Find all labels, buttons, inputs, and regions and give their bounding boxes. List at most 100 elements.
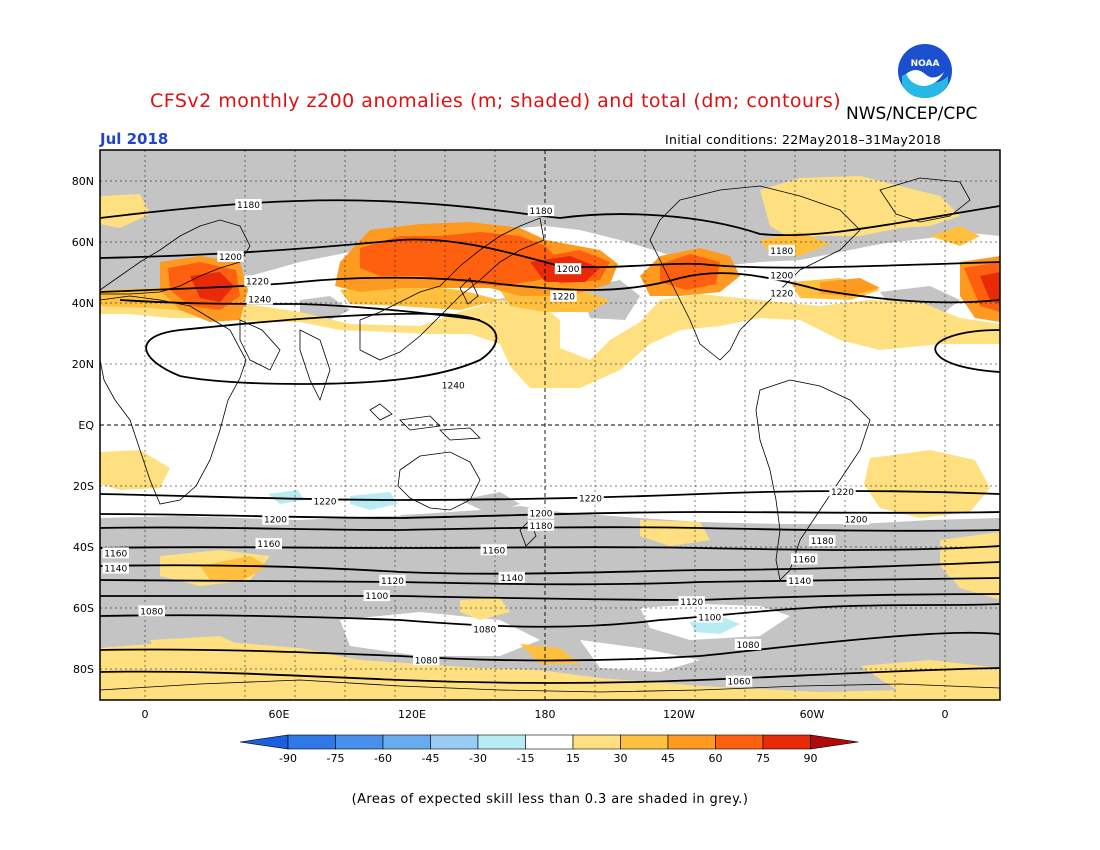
initial-conditions: Initial conditions: 22May2018–31May2018 xyxy=(665,132,942,147)
colorbar-swatch xyxy=(762,734,811,750)
colorbar-arrow-low xyxy=(239,734,289,750)
contour-label-text: 1200 xyxy=(219,253,242,263)
contour-label: 1180 xyxy=(527,519,555,532)
colorbar-label: -45 xyxy=(422,752,440,765)
contour-label: 1240 xyxy=(246,293,273,306)
contour-label-text: 1180 xyxy=(530,522,553,532)
latitude-axis: 80N 60N 40N 20N EQ 20S 40S 60S 80S xyxy=(72,175,95,676)
contour-label-text: 1180 xyxy=(530,207,553,217)
contour-label: 1140 xyxy=(786,574,813,587)
colorbar-swatch xyxy=(715,734,764,750)
contour-label-text: 1240 xyxy=(442,381,465,391)
contour-label-text: 1220 xyxy=(314,497,337,507)
contour-label-text: 1140 xyxy=(500,574,523,584)
colorbar-swatch xyxy=(382,734,431,750)
contour-label: 1180 xyxy=(768,244,795,257)
contour-label: 1060 xyxy=(725,675,753,688)
contour-label-text: 1180 xyxy=(770,247,793,257)
contour-label: 1160 xyxy=(791,553,818,565)
contour-label-text: 1080 xyxy=(415,656,438,666)
colorbar-swatch xyxy=(430,734,479,750)
longitude-axis: 0 60E 120E 180 120W 60W 0 xyxy=(142,708,949,721)
svg-text:NOAA: NOAA xyxy=(911,59,940,69)
lat-tick-label: 20N xyxy=(72,358,94,371)
colorbar-label: 30 xyxy=(614,752,628,765)
contour-label: 1120 xyxy=(678,596,705,608)
contour-label-text: 1160 xyxy=(793,555,816,565)
contour-label-text: 1140 xyxy=(104,565,127,575)
contour-label: 1220 xyxy=(550,290,577,303)
contour-label: 1180 xyxy=(235,199,262,211)
colorbar-label: -60 xyxy=(374,752,392,765)
contour-label-text: 1200 xyxy=(845,516,868,526)
contour-label: 1200 xyxy=(554,263,582,275)
colorbar-swatch xyxy=(572,734,621,750)
lat-tick-label: 40N xyxy=(72,297,94,310)
contour-label-text: 1160 xyxy=(482,546,505,556)
contour-label: 1080 xyxy=(734,639,762,651)
contour-label-text: 1200 xyxy=(770,271,793,281)
contour-label-text: 1080 xyxy=(473,626,496,636)
contour-label-text: 1120 xyxy=(680,598,703,608)
contour-label: 1220 xyxy=(244,275,271,287)
contour-label: 1080 xyxy=(471,623,498,636)
contour-label-text: 1220 xyxy=(246,277,269,287)
contour-label: 1220 xyxy=(829,486,856,498)
colorbar-label: 60 xyxy=(709,752,723,765)
contour-label: 1080 xyxy=(413,654,440,666)
lat-tick-label: 40S xyxy=(73,541,94,554)
contour-label: 1200 xyxy=(768,269,795,281)
lon-tick-label: 60E xyxy=(269,708,290,721)
colorbar-label: 90 xyxy=(804,752,818,765)
colorbar-swatch xyxy=(287,734,336,750)
colorbar-swatch xyxy=(667,734,716,750)
contour-label: 1160 xyxy=(480,544,507,556)
contour-label-text: 1080 xyxy=(737,641,760,651)
contour-label-text: 1160 xyxy=(257,540,280,550)
contour-label: 1200 xyxy=(527,507,555,520)
lat-tick-label: 20S xyxy=(73,480,94,493)
positive-15-30-shading xyxy=(100,176,1000,700)
lon-tick-label: 180 xyxy=(535,708,556,721)
colorbar-label: -15 xyxy=(517,752,535,765)
lat-tick-label: 60N xyxy=(72,236,94,249)
contour-label-text: 1160 xyxy=(104,549,127,559)
colorbar-swatch xyxy=(335,734,384,750)
contour-label-text: 1060 xyxy=(728,678,751,688)
colorbar-label: -90 xyxy=(279,752,297,765)
contour-label-text: 1200 xyxy=(530,510,553,520)
contour-label: 1080 xyxy=(138,605,165,617)
lon-tick-label: 0 xyxy=(142,708,149,721)
contour-label: 1200 xyxy=(262,513,289,526)
colorbar-label: 75 xyxy=(756,752,770,765)
agency-label: NWS/NCEP/CPC xyxy=(846,104,978,124)
noaa-logo-icon: NOAA xyxy=(895,41,955,101)
contour-label-text: 1240 xyxy=(248,296,271,306)
chart-title: CFSv2 monthly z200 anomalies (m; shaded)… xyxy=(150,90,842,112)
colorbar-arrow-high xyxy=(810,734,859,750)
contour-label: 1240 xyxy=(440,379,467,391)
contour-label: 1180 xyxy=(809,535,836,547)
contour-label-text: 1200 xyxy=(557,265,580,275)
contour-label-text: 1220 xyxy=(552,293,575,303)
contour-label-text: 1100 xyxy=(698,614,721,624)
contour-labels: 1180 1180 1180 1200 1200 1200 1220 1220 1220 1240… xyxy=(102,199,870,688)
contour-label: 1200 xyxy=(217,250,244,263)
contour-label: 1140 xyxy=(498,571,525,584)
contour-label-text: 1100 xyxy=(365,592,388,602)
colorbar-label: -30 xyxy=(469,752,487,765)
footnote: (Areas of expected skill less than 0.3 a… xyxy=(351,792,749,807)
contour-label: 1140 xyxy=(102,562,129,575)
contour-label-text: 1200 xyxy=(264,516,287,526)
contour-label: 1200 xyxy=(842,513,870,526)
colorbar-swatch xyxy=(620,734,669,750)
colorbar: -90 -75 -60 -45 -30 -15 15 30 45 60 75 90 xyxy=(239,734,859,765)
contour-label: 1180 xyxy=(527,205,555,217)
lat-tick-label: 80N xyxy=(72,175,94,188)
lat-tick-label: 60S xyxy=(73,602,94,615)
colorbar-swatch xyxy=(525,734,574,750)
lon-tick-label: 120W xyxy=(663,708,695,721)
lon-tick-label: 60W xyxy=(800,708,825,721)
colorbar-label: 15 xyxy=(566,752,580,765)
